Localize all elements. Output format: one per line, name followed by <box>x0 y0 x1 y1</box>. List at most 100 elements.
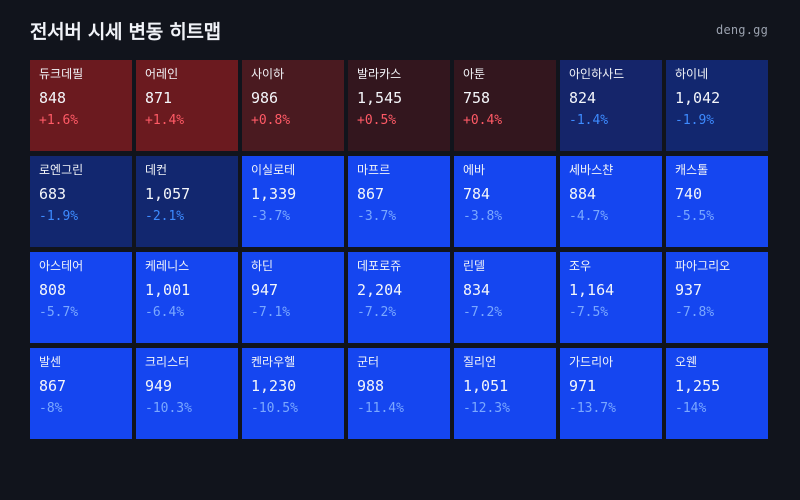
server-name: 아툰 <box>463 67 486 81</box>
heatmap-cell[interactable]: 가드리아 971 -13.7% <box>560 348 662 439</box>
heatmap-cell[interactable]: 하이네 1,042 -1.9% <box>666 60 768 151</box>
price-change: -1.4% <box>569 113 609 128</box>
server-price: 871 <box>145 89 173 107</box>
price-change: -3.7% <box>357 209 397 224</box>
price-change: +0.5% <box>357 113 397 128</box>
server-name: 사이하 <box>251 67 285 81</box>
server-name: 케레니스 <box>145 259 190 273</box>
server-price: 867 <box>357 185 385 203</box>
heatmap-cell[interactable]: 캐스톨 740 -5.5% <box>666 156 768 247</box>
server-name: 질리언 <box>463 355 497 369</box>
heatmap-cell[interactable]: 아인하사드 824 -1.4% <box>560 60 662 151</box>
server-name: 오웬 <box>675 355 698 369</box>
heatmap-cell[interactable]: 데컨 1,057 -2.1% <box>136 156 238 247</box>
server-name: 가드리아 <box>569 355 614 369</box>
heatmap-cell[interactable]: 케레니스 1,001 -6.4% <box>136 252 238 343</box>
heatmap-cell[interactable]: 듀크데필 848 +1.6% <box>30 60 132 151</box>
server-name: 하딘 <box>251 259 274 273</box>
server-price: 683 <box>39 185 67 203</box>
server-price: 848 <box>39 89 67 107</box>
price-change: -7.8% <box>675 305 715 320</box>
server-name: 아스테어 <box>39 259 84 273</box>
heatmap-cell[interactable]: 마프르 867 -3.7% <box>348 156 450 247</box>
server-name: 파아그리오 <box>675 259 731 273</box>
heatmap-cell[interactable]: 군터 988 -11.4% <box>348 348 450 439</box>
server-name: 이실로테 <box>251 163 296 177</box>
heatmap-cell[interactable]: 세바스챤 884 -4.7% <box>560 156 662 247</box>
price-change: -7.2% <box>463 305 503 320</box>
price-change: -6.4% <box>145 305 185 320</box>
server-name: 하이네 <box>675 67 709 81</box>
heatmap-cell[interactable]: 질리언 1,051 -12.3% <box>454 348 556 439</box>
server-price: 1,545 <box>357 89 403 107</box>
server-price: 1,339 <box>251 185 297 203</box>
price-change: -3.7% <box>251 209 291 224</box>
heatmap-cell[interactable]: 사이하 986 +0.8% <box>242 60 344 151</box>
heatmap-cell[interactable]: 오웬 1,255 -14% <box>666 348 768 439</box>
heatmap-cell[interactable]: 아스테어 808 -5.7% <box>30 252 132 343</box>
server-price: 758 <box>463 89 491 107</box>
server-price: 937 <box>675 281 703 299</box>
server-price: 971 <box>569 377 597 395</box>
heatmap-cell[interactable]: 이실로테 1,339 -3.7% <box>242 156 344 247</box>
server-price: 884 <box>569 185 597 203</box>
price-change: -11.4% <box>357 401 404 416</box>
server-price: 1,051 <box>463 377 509 395</box>
price-change: -5.5% <box>675 209 715 224</box>
heatmap-cell[interactable]: 아툰 758 +0.4% <box>454 60 556 151</box>
price-change: +1.6% <box>39 113 79 128</box>
heatmap-cell[interactable]: 발라카스 1,545 +0.5% <box>348 60 450 151</box>
price-change: +0.8% <box>251 113 291 128</box>
heatmap-cell[interactable]: 발센 867 -8% <box>30 348 132 439</box>
server-name: 켄라우헬 <box>251 355 296 369</box>
heatmap-cell[interactable]: 파아그리오 937 -7.8% <box>666 252 768 343</box>
server-name: 캐스톨 <box>675 163 709 177</box>
server-price: 784 <box>463 185 491 203</box>
server-price: 1,001 <box>145 281 191 299</box>
price-change: -7.2% <box>357 305 397 320</box>
server-name: 린델 <box>463 259 486 273</box>
price-change: -1.9% <box>675 113 715 128</box>
server-name: 데컨 <box>145 163 168 177</box>
heatmap-cell[interactable]: 린델 834 -7.2% <box>454 252 556 343</box>
price-change: -4.7% <box>569 209 609 224</box>
price-change: +0.4% <box>463 113 503 128</box>
server-price: 988 <box>357 377 385 395</box>
server-price: 808 <box>39 281 67 299</box>
price-change: -10.5% <box>251 401 298 416</box>
heatmap-grid: 듀크데필 848 +1.6% 어레인 871 +1.4% 사이하 986 +0.8% 발라카스 1,… <box>30 60 768 439</box>
page-title: 전서버 시세 변동 히트맵 <box>30 20 221 43</box>
heatmap-cell[interactable]: 에바 784 -3.8% <box>454 156 556 247</box>
server-name: 마프르 <box>357 163 391 177</box>
server-price: 986 <box>251 89 279 107</box>
price-change: -12.3% <box>463 401 510 416</box>
heatmap-cell[interactable]: 데포로쥬 2,204 -7.2% <box>348 252 450 343</box>
price-change: -2.1% <box>145 209 185 224</box>
brand-label[interactable]: deng.gg <box>716 23 768 37</box>
server-price: 1,255 <box>675 377 721 395</box>
server-price: 1,230 <box>251 377 297 395</box>
server-price: 949 <box>145 377 173 395</box>
server-price: 740 <box>675 185 703 203</box>
price-change: -5.7% <box>39 305 79 320</box>
heatmap-cell[interactable]: 어레인 871 +1.4% <box>136 60 238 151</box>
server-price: 1,057 <box>145 185 191 203</box>
header: 전서버 시세 변동 히트맵 deng.gg <box>30 12 768 48</box>
price-change: -3.8% <box>463 209 503 224</box>
server-price: 867 <box>39 377 67 395</box>
heatmap-cell[interactable]: 하딘 947 -7.1% <box>242 252 344 343</box>
server-name: 에바 <box>463 163 486 177</box>
server-name: 데포로쥬 <box>357 259 402 273</box>
server-name: 발센 <box>39 355 62 369</box>
server-name: 세바스챤 <box>569 163 614 177</box>
heatmap-cell[interactable]: 로엔그린 683 -1.9% <box>30 156 132 247</box>
heatmap-cell[interactable]: 켄라우헬 1,230 -10.5% <box>242 348 344 439</box>
server-name: 조우 <box>569 259 592 273</box>
price-change: +1.4% <box>145 113 185 128</box>
server-price: 824 <box>569 89 597 107</box>
price-change: -1.9% <box>39 209 79 224</box>
server-price: 1,164 <box>569 281 615 299</box>
price-change: -7.1% <box>251 305 291 320</box>
heatmap-cell[interactable]: 크리스터 949 -10.3% <box>136 348 238 439</box>
heatmap-cell[interactable]: 조우 1,164 -7.5% <box>560 252 662 343</box>
